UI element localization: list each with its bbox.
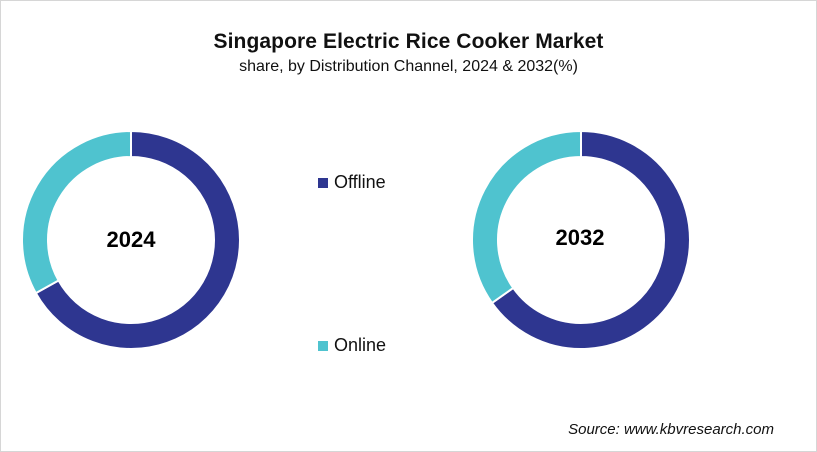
donut-chart-2032 [471, 131, 691, 351]
legend-swatch-offline [318, 177, 328, 188]
source-note: Source: www.kbvresearch.com [568, 421, 774, 438]
legend-swatch-online [318, 340, 328, 351]
donut-segment-offline [34, 131, 241, 350]
legend-label-online: Online [334, 335, 387, 355]
donut-segment-online [471, 131, 582, 305]
chart-title: Singapore Electric Rice Cooker Market [213, 30, 604, 53]
donut-segment-online [21, 131, 132, 295]
legend-item-offline: Offline [318, 172, 386, 193]
legend-label-offline: Offline [334, 172, 386, 192]
donut-chart-2024 [21, 131, 241, 351]
donut-segment-offline [490, 131, 691, 350]
legend-item-online: Online [318, 335, 386, 356]
chart-subtitle: share, by Distribution Channel, 2024 & 2… [239, 58, 578, 75]
donut-label-2024: 2024 [106, 227, 156, 252]
donut-label-2032: 2032 [555, 225, 605, 250]
